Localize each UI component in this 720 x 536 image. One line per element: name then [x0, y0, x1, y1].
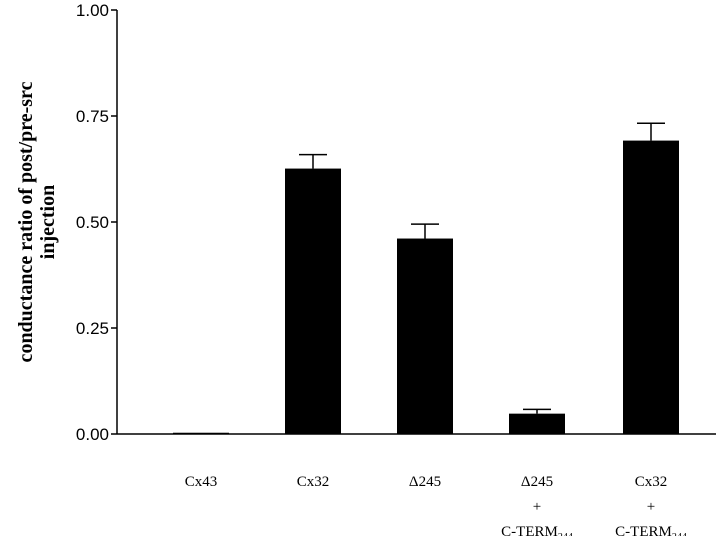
y-tick-label: 0.00 [76, 425, 109, 444]
y-tick-label: 0.75 [76, 107, 109, 126]
x-category-label: Δ245 [409, 474, 441, 490]
x-category-label: + [647, 499, 655, 515]
x-category-label: Cx32 [297, 474, 330, 490]
x-category-subscript: 244 [672, 532, 687, 536]
bar [173, 432, 229, 435]
x-category-label: Δ245 [521, 474, 553, 490]
bar [623, 140, 679, 435]
x-category-label: C-TERM244 [615, 524, 687, 536]
x-category-subscript: 244 [558, 532, 573, 536]
y-tick-label: 1.00 [76, 1, 109, 20]
y-tick-label: 0.25 [76, 319, 109, 338]
y-axis-label-line2: injection [37, 185, 59, 259]
x-category-label: Cx32 [635, 474, 668, 490]
bar [285, 168, 341, 435]
x-category-label: + [533, 499, 541, 515]
y-tick-label: 0.50 [76, 213, 109, 232]
y-axis-label-line1: conductance ratio of post/pre-src [15, 81, 37, 362]
x-category-label: Cx43 [185, 474, 218, 490]
bar [509, 413, 565, 434]
bar [397, 238, 453, 434]
x-category-label: C-TERM244 [501, 524, 573, 536]
